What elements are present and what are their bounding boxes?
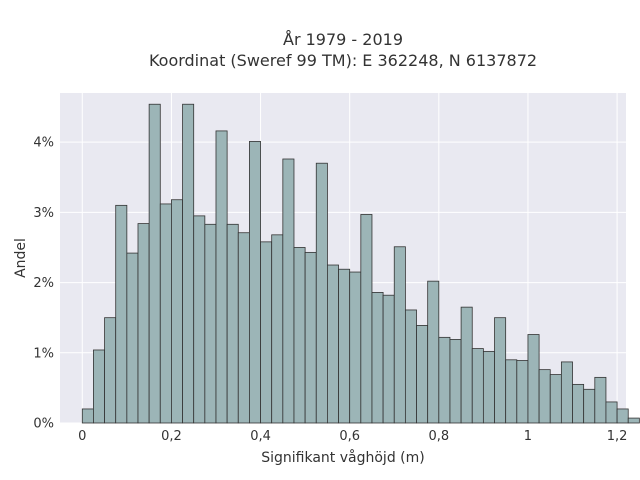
histogram-bar <box>583 388 596 424</box>
histogram-bars <box>81 103 640 424</box>
histogram-bar <box>482 350 495 424</box>
histogram-bar <box>594 376 607 424</box>
histogram-bar <box>260 241 273 424</box>
histogram-bar <box>371 292 384 424</box>
histogram-bar <box>137 223 150 424</box>
histogram-bar <box>560 361 573 424</box>
y-tick-label: 3% <box>33 206 54 221</box>
histogram-bar <box>404 309 417 424</box>
y-tick-label: 1% <box>33 346 54 361</box>
histogram-bar <box>271 234 284 424</box>
histogram-bar <box>104 317 117 424</box>
histogram-bar <box>327 264 339 424</box>
histogram-bar <box>215 130 228 424</box>
histogram-bar <box>605 401 618 424</box>
histogram-bar <box>159 203 172 424</box>
x-tick-label: 0,6 <box>339 429 360 444</box>
histogram-bar <box>516 360 529 424</box>
histogram-bar <box>572 383 585 424</box>
x-tick-label: 0,4 <box>250 429 271 444</box>
histogram-bar <box>115 204 128 424</box>
histogram-bar <box>382 294 395 424</box>
histogram-bar <box>527 334 540 424</box>
chart-title-line-1: År 1979 - 2019 <box>283 30 403 49</box>
x-axis-title: Signifikant våghöjd (m) <box>261 449 424 466</box>
histogram-bar <box>315 162 328 424</box>
histogram-bar <box>460 306 473 424</box>
x-axis-ticks: 0 0,2 0,4 0,6 0,8 1 1,2 <box>78 429 627 444</box>
chart-title-line-2: Koordinat (Sweref 99 TM): E 362248, N 61… <box>149 51 537 70</box>
histogram-bar <box>293 247 306 424</box>
histogram-bar <box>237 232 250 424</box>
histogram-bar <box>538 369 551 424</box>
histogram-bar <box>93 349 105 424</box>
histogram-bar <box>148 103 161 424</box>
x-tick-label: 0 <box>78 429 86 444</box>
histogram-bar <box>416 325 429 424</box>
histogram-bar <box>438 336 451 424</box>
histogram-bar <box>182 103 195 424</box>
x-tick-label: 0,2 <box>161 429 182 444</box>
histogram-bar <box>204 223 217 424</box>
histogram-bar <box>360 214 373 424</box>
x-tick-label: 1 <box>524 429 532 444</box>
y-axis-title: Andel <box>13 238 29 278</box>
x-tick-label: 0,8 <box>428 429 449 444</box>
histogram-bar <box>494 317 507 424</box>
y-tick-label: 4% <box>33 136 54 151</box>
histogram-bar <box>393 246 406 424</box>
y-tick-label: 2% <box>33 276 54 291</box>
histogram-bar <box>549 374 562 424</box>
histogram-bar <box>349 271 362 424</box>
histogram-bar <box>304 251 317 424</box>
histogram-bar <box>471 348 484 424</box>
histogram-bar <box>338 268 351 424</box>
histogram-bar <box>505 359 518 424</box>
histogram-bar <box>81 408 94 424</box>
y-tick-label: 0% <box>33 417 54 432</box>
histogram-bar <box>171 199 183 424</box>
y-axis-ticks: 0% 1% 2% 3% 4% <box>33 136 54 432</box>
histogram-bar <box>126 252 139 424</box>
histogram-bar <box>249 141 261 424</box>
histogram-bar <box>449 339 462 424</box>
histogram-bar <box>226 223 239 424</box>
histogram-bar <box>282 158 295 424</box>
histogram-bar <box>616 408 629 424</box>
histogram-bar <box>193 215 206 424</box>
x-tick-label: 1,2 <box>607 429 628 444</box>
histogram-bar <box>427 280 440 424</box>
histogram-bar <box>627 417 640 424</box>
